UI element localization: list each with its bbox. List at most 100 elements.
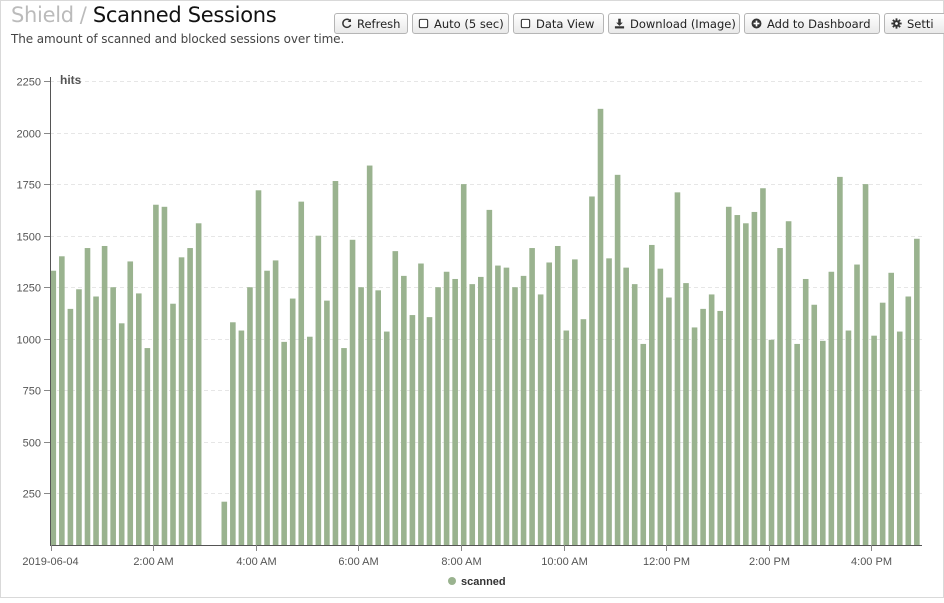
bar-scanned[interactable] — [358, 287, 364, 545]
bar-scanned[interactable] — [631, 284, 638, 545]
bar-scanned[interactable] — [674, 192, 681, 546]
bar-scanned[interactable] — [281, 341, 287, 545]
bar-scanned[interactable] — [563, 330, 570, 545]
bar-scanned[interactable] — [879, 302, 886, 545]
bar-scanned[interactable] — [572, 259, 578, 545]
bar-scanned[interactable] — [435, 287, 441, 545]
bar-scanned[interactable] — [443, 271, 450, 545]
bar-scanned[interactable] — [708, 294, 715, 545]
bar-scanned[interactable] — [409, 315, 416, 545]
bar-scanned[interactable] — [862, 184, 869, 546]
bar-scanned[interactable] — [537, 294, 544, 545]
bar-scanned[interactable] — [837, 176, 843, 545]
bar-scanned[interactable] — [307, 336, 313, 545]
bar-scanned[interactable] — [597, 108, 604, 545]
bar-scanned[interactable] — [760, 188, 766, 545]
bar-scanned[interactable] — [520, 275, 527, 545]
bar-scanned[interactable] — [76, 289, 82, 545]
bar-scanned[interactable] — [734, 215, 741, 546]
download-image-button[interactable]: Download (Image) — [608, 13, 740, 34]
bar-scanned[interactable] — [324, 300, 330, 545]
bar-scanned[interactable] — [478, 276, 484, 545]
bar-scanned[interactable] — [401, 275, 407, 545]
bar-scanned[interactable] — [614, 174, 621, 545]
bar-scanned[interactable] — [315, 235, 322, 546]
bar-scanned[interactable] — [896, 331, 903, 545]
bar-scanned[interactable] — [725, 206, 732, 546]
bar-scanned[interactable] — [238, 330, 245, 545]
bar-scanned[interactable] — [623, 267, 629, 545]
bar-scanned[interactable] — [452, 278, 458, 545]
auto-refresh-toggle[interactable]: Auto (5 sec) — [412, 13, 509, 34]
bar-scanned[interactable] — [110, 287, 116, 545]
bar-scanned[interactable] — [59, 256, 65, 545]
bar-scanned[interactable] — [854, 264, 860, 545]
bar-scanned[interactable] — [828, 271, 835, 545]
bar-scanned[interactable] — [512, 287, 518, 545]
bar-scanned[interactable] — [392, 251, 399, 545]
bar-scanned[interactable] — [144, 348, 151, 545]
legend-item-scanned[interactable]: scanned — [461, 576, 506, 588]
bar-scanned[interactable] — [640, 343, 647, 545]
bar-scanned[interactable] — [50, 270, 57, 545]
bar-scanned[interactable] — [845, 330, 852, 545]
bar-scanned[interactable] — [768, 339, 775, 545]
bar-scanned[interactable] — [888, 272, 894, 545]
bar-scanned[interactable] — [460, 184, 467, 546]
bar-scanned[interactable] — [683, 283, 689, 545]
bar-scanned[interactable] — [67, 308, 74, 545]
bar-scanned[interactable] — [811, 304, 818, 545]
bar-scanned[interactable] — [751, 211, 758, 545]
bar-scanned[interactable] — [820, 340, 826, 545]
bar-scanned[interactable] — [221, 501, 228, 545]
bar-scanned[interactable] — [649, 244, 655, 545]
bar-scanned[interactable] — [101, 245, 108, 546]
bar-scanned[interactable] — [418, 263, 424, 545]
bar-scanned[interactable] — [871, 335, 877, 545]
bar-scanned[interactable] — [546, 262, 552, 545]
bar-scanned[interactable] — [289, 298, 296, 545]
bar-scanned[interactable] — [255, 190, 262, 546]
bar-scanned[interactable] — [606, 258, 612, 545]
bar-scanned[interactable] — [691, 327, 698, 545]
add-to-dashboard-button[interactable]: Add to Dashboard — [744, 13, 880, 34]
bar-scanned[interactable] — [366, 165, 373, 546]
bar-scanned[interactable] — [178, 257, 185, 545]
bar-scanned[interactable] — [153, 204, 159, 546]
checkbox-icon[interactable] — [519, 18, 531, 30]
breadcrumb-parent[interactable]: Shield — [11, 3, 74, 27]
bar-scanned[interactable] — [495, 265, 501, 545]
bar-scanned[interactable] — [486, 209, 493, 545]
settings-button[interactable]: Setti — [884, 13, 944, 34]
bar-scanned[interactable] — [580, 319, 587, 545]
bar-scanned[interactable] — [170, 303, 176, 545]
bar-scanned[interactable] — [84, 248, 91, 546]
bar-scanned[interactable] — [247, 287, 253, 545]
refresh-button[interactable]: Refresh — [334, 13, 408, 34]
bar-scanned[interactable] — [589, 196, 595, 546]
bar-scanned[interactable] — [272, 260, 279, 545]
bar-scanned[interactable] — [743, 223, 749, 546]
bar-scanned[interactable] — [426, 317, 433, 545]
bar-scanned[interactable] — [230, 322, 236, 545]
bar-scanned[interactable] — [785, 221, 792, 546]
bar-scanned[interactable] — [666, 297, 672, 545]
bar-scanned[interactable] — [118, 323, 125, 545]
bar-scanned[interactable] — [332, 181, 339, 545]
bar-scanned[interactable] — [127, 261, 134, 545]
bar-scanned[interactable] — [529, 248, 535, 546]
bar-scanned[interactable] — [93, 296, 99, 546]
bar-scanned[interactable] — [187, 248, 193, 546]
bar-scanned[interactable] — [905, 296, 912, 546]
bar-scanned[interactable] — [298, 201, 305, 545]
bar-scanned[interactable] — [375, 290, 381, 545]
bar-scanned[interactable] — [717, 310, 723, 545]
bar-scanned[interactable] — [794, 343, 800, 545]
bar-scanned[interactable] — [349, 239, 356, 546]
bar-scanned[interactable] — [264, 270, 270, 545]
bar-scanned[interactable] — [503, 267, 510, 545]
bar-scanned[interactable] — [657, 268, 664, 545]
bar-scanned[interactable] — [136, 293, 142, 545]
bar-scanned[interactable] — [802, 278, 809, 545]
bar-scanned[interactable] — [777, 248, 783, 546]
